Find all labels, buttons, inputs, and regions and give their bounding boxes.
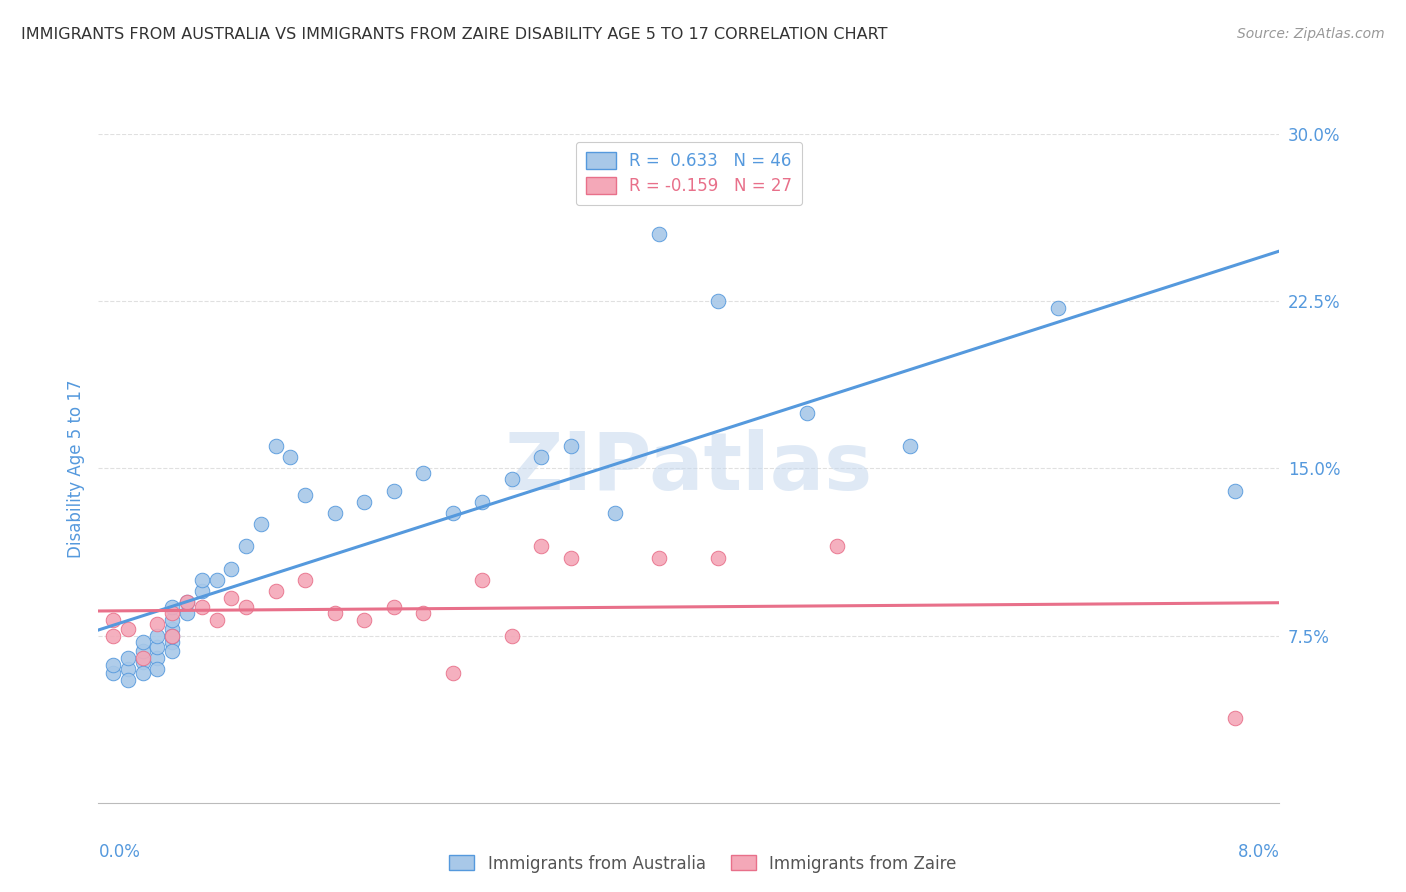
Point (648, 227, 671, 242)
Point (235, 599, 257, 614)
Point (176, 595, 198, 609)
Point (132, 635, 155, 649)
Point (132, 651, 155, 665)
Text: 8.0%: 8.0% (1237, 843, 1279, 861)
Point (235, 539, 257, 553)
Point (278, 450, 301, 465)
Point (353, 613, 375, 627)
Point (162, 628, 183, 642)
Point (146, 640, 169, 654)
Point (132, 666, 155, 681)
Point (323, 607, 346, 621)
Text: Source: ZipAtlas.com: Source: ZipAtlas.com (1237, 27, 1385, 41)
Point (898, 439, 921, 453)
Point (560, 439, 582, 453)
Point (1046, 301, 1069, 315)
Point (501, 628, 523, 642)
Point (530, 539, 553, 553)
Point (162, 599, 183, 614)
Point (441, 666, 464, 681)
Point (117, 673, 139, 688)
Point (648, 550, 671, 565)
Point (382, 599, 405, 614)
Point (382, 483, 405, 498)
Text: 0.0%: 0.0% (98, 843, 141, 861)
Point (707, 294, 730, 309)
Point (191, 599, 214, 614)
Point (219, 562, 242, 576)
Point (162, 613, 183, 627)
Point (1223, 483, 1246, 498)
Point (825, 539, 848, 553)
Point (146, 651, 169, 665)
Point (264, 584, 287, 599)
Point (1223, 711, 1246, 725)
Point (117, 622, 139, 636)
Point (103, 613, 124, 627)
Point (796, 406, 818, 420)
Text: ZIPatlas: ZIPatlas (505, 429, 873, 508)
Point (530, 450, 553, 465)
Point (146, 662, 169, 676)
Point (412, 466, 434, 480)
Point (294, 573, 316, 587)
Legend: R =  0.633   N = 46, R = -0.159   N = 27: R = 0.633 N = 46, R = -0.159 N = 27 (576, 142, 801, 205)
Point (103, 628, 124, 642)
Point (294, 488, 316, 502)
Point (205, 613, 228, 627)
Point (103, 666, 124, 681)
Point (146, 628, 169, 642)
Point (219, 591, 242, 605)
Point (250, 517, 273, 532)
Point (560, 550, 582, 565)
Point (191, 573, 214, 587)
Point (146, 617, 169, 632)
Point (323, 506, 346, 520)
Point (412, 607, 434, 621)
Point (501, 473, 523, 487)
Point (441, 506, 464, 520)
Point (471, 573, 494, 587)
Point (117, 662, 139, 676)
Point (162, 644, 183, 658)
Point (162, 607, 183, 621)
Point (176, 607, 198, 621)
Point (707, 550, 730, 565)
Point (176, 595, 198, 609)
Point (605, 506, 627, 520)
Point (132, 644, 155, 658)
Point (103, 657, 124, 672)
Point (471, 494, 494, 508)
Point (353, 494, 375, 508)
Point (117, 651, 139, 665)
Legend: Immigrants from Australia, Immigrants from Zaire: Immigrants from Australia, Immigrants fr… (443, 848, 963, 880)
Y-axis label: Disability Age 5 to 17: Disability Age 5 to 17 (66, 379, 84, 558)
Point (191, 584, 214, 599)
Point (264, 439, 287, 453)
Point (205, 573, 228, 587)
Point (132, 655, 155, 669)
Point (162, 635, 183, 649)
Text: IMMIGRANTS FROM AUSTRALIA VS IMMIGRANTS FROM ZAIRE DISABILITY AGE 5 TO 17 CORREL: IMMIGRANTS FROM AUSTRALIA VS IMMIGRANTS … (21, 27, 887, 42)
Point (162, 622, 183, 636)
Point (162, 628, 183, 642)
